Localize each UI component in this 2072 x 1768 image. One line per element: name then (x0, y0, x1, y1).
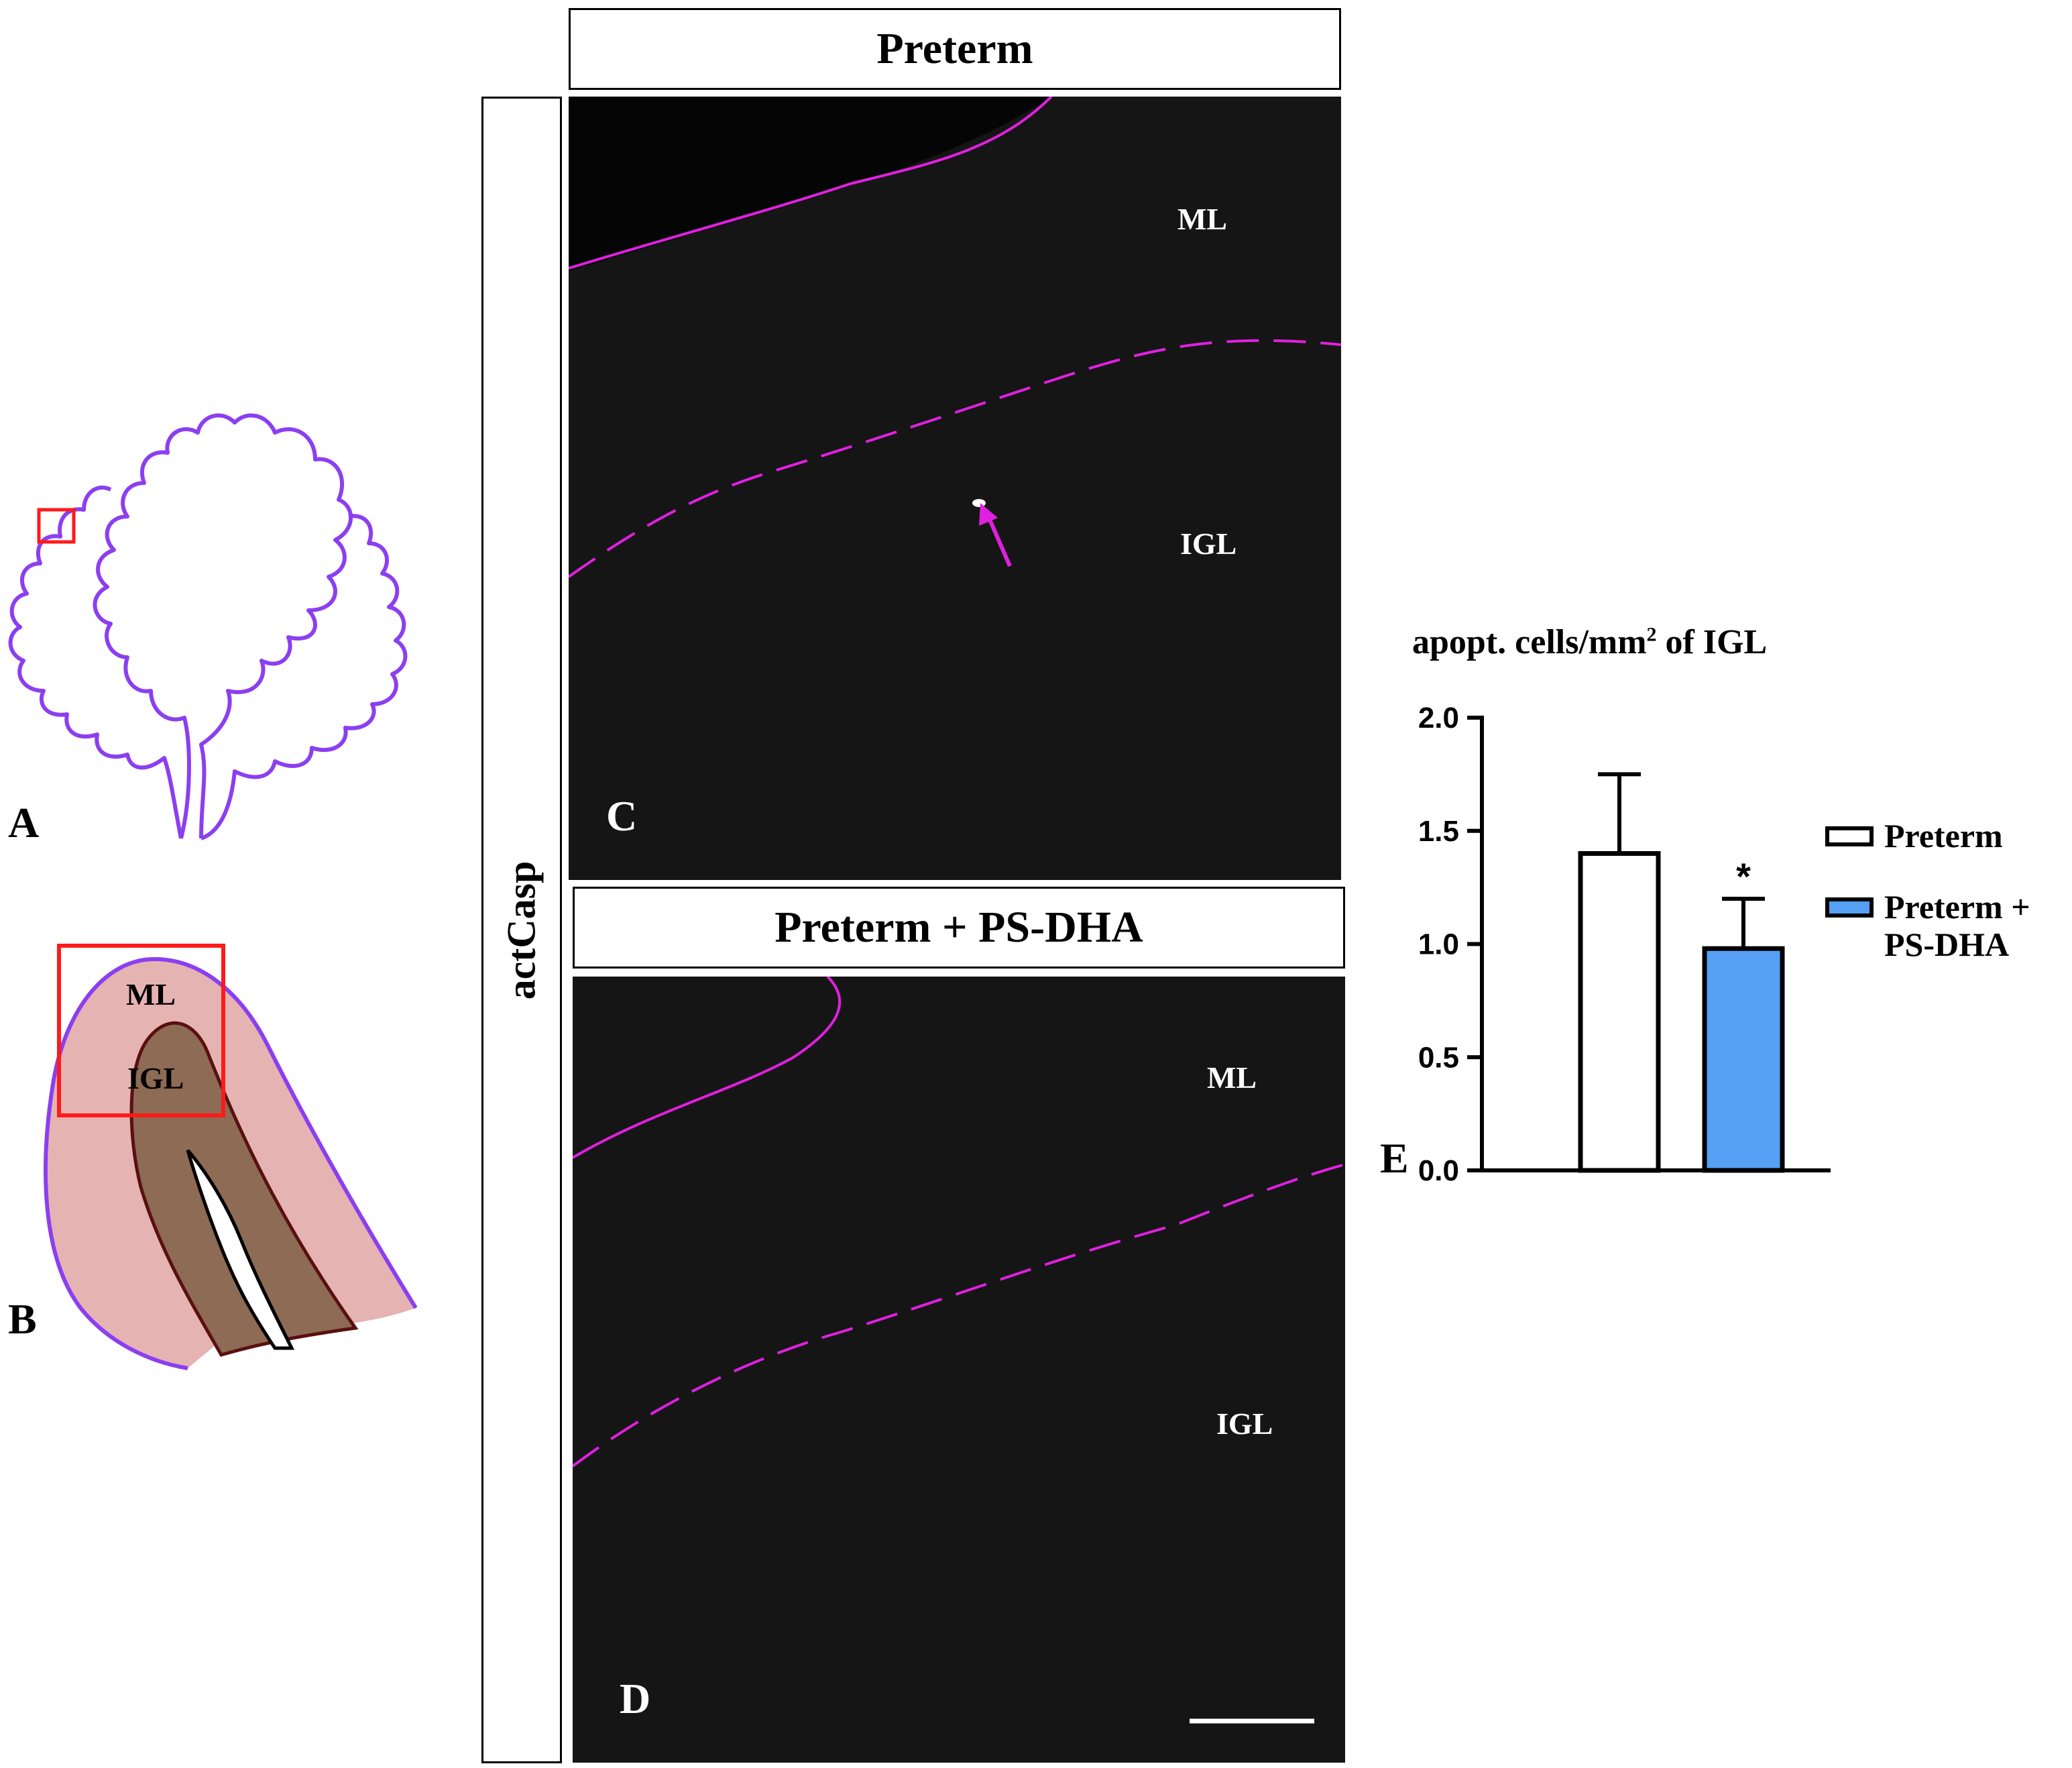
chart-title: apopt. cells/mm2 of IGL (1412, 622, 1767, 662)
stain-label: actCasp (499, 861, 544, 999)
legend-label-ps-dha-line1: Preterm + (1884, 888, 2030, 926)
significance-marker: * (1736, 855, 1751, 897)
legend-label-ps-dha-line2: PS-DHA (1884, 926, 2010, 963)
schematic-ml-label: ML (126, 977, 176, 1011)
stain-label-box: actCasp (481, 97, 562, 1763)
panel-label-a: A (8, 799, 40, 846)
chart-title-rest: of IGL (1656, 623, 1768, 661)
y-tick-label: 0.5 (1418, 1041, 1459, 1074)
chart-title-superscript: 2 (1646, 623, 1657, 646)
micrograph-preterm: ML IGL C (569, 97, 1341, 880)
panel-label-b: B (8, 1295, 37, 1343)
y-tick-label: 0.0 (1418, 1154, 1459, 1187)
legend-label-preterm: Preterm (1884, 817, 2003, 854)
top-igl-label: IGL (1180, 527, 1237, 561)
chart-title-main: apopt. cells/mm (1412, 623, 1647, 661)
legend-swatch-ps-dha (1825, 897, 1874, 918)
y-tick-label: 2.0 (1418, 702, 1459, 734)
bar-preterm (1578, 851, 1661, 1173)
bottom-condition-title: Preterm + PS-DHA (573, 887, 1345, 969)
folium-schematic: ML IGL (44, 944, 418, 1370)
bottom-igl-label: IGL (1216, 1406, 1273, 1441)
schematic-igl-label: IGL (127, 1061, 184, 1095)
legend-item-preterm: Preterm (1825, 817, 2003, 854)
cerebellum-outline-drawing (8, 413, 408, 840)
y-tick-label: 1.0 (1418, 928, 1459, 961)
legend-swatch-preterm (1825, 826, 1874, 846)
bottom-ml-label: ML (1207, 1060, 1257, 1095)
bar-chart: * 0.0 0.5 1.0 1.5 2.0 (1418, 702, 1831, 1187)
legend-item-ps-dha: Preterm + PS-DHA (1825, 888, 2030, 963)
bar-ps-dha (1702, 946, 1785, 1173)
panel-label-d: D (620, 1675, 651, 1722)
micrograph-preterm-ps-dha: ML IGL D (573, 977, 1345, 1763)
panel-label-e: E (1380, 1134, 1409, 1182)
panel-label-c: C (606, 792, 638, 840)
top-condition-title: Preterm (569, 8, 1341, 90)
y-tick-label: 1.5 (1418, 815, 1459, 848)
top-ml-label: ML (1177, 202, 1228, 236)
